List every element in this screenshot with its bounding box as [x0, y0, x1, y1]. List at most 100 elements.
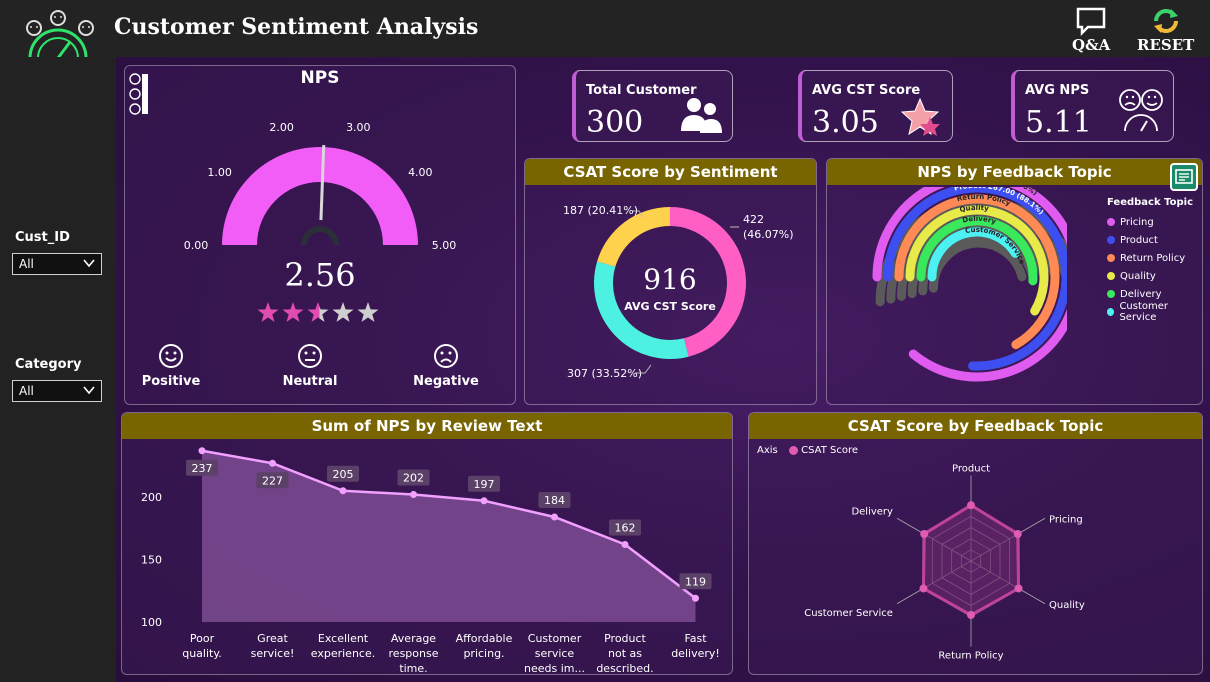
data-label: 205 — [333, 468, 354, 481]
smile-face-icon — [159, 344, 183, 368]
sum-nps-title: Sum of NPS by Review Text — [122, 413, 732, 439]
sum-nps-area-chart: 100 150 200 237 227 205 202 197 184 162 119 Poor qua… — [141, 447, 720, 674]
legend-label: Delivery — [1120, 288, 1162, 300]
data-label-bg — [468, 475, 500, 492]
rating-star — [282, 302, 304, 322]
nps-gauge-panel[interactable]: NPS 0.00 1.00 2.00 3.00 4.00 5.00 2.56 Positi… — [124, 65, 516, 405]
csat-sentiment-title: CSAT Score by Sentiment — [525, 159, 816, 185]
app-title: Customer Sentiment Analysis — [114, 14, 479, 40]
legend-item[interactable]: Delivery — [1107, 285, 1202, 303]
data-point — [269, 459, 276, 467]
category-select[interactable]: All — [12, 380, 102, 402]
filter-sidebar: Cust_ID All Category All — [0, 57, 116, 682]
csat-topic-panel[interactable]: CSAT Score by Feedback Topic Axis CSAT S… — [748, 412, 1203, 675]
legend-item[interactable]: Pricing — [1107, 213, 1202, 231]
radar-legend-series: CSAT Score — [801, 445, 858, 456]
refresh-icon — [1153, 9, 1178, 33]
qa-label: Q&A — [1072, 36, 1111, 54]
data-label: 119 — [685, 575, 706, 588]
radial-bar — [894, 194, 1060, 350]
positive-sentiment: Positive — [141, 342, 201, 389]
y-tick-label: 200 — [141, 491, 162, 504]
x-tick-label: Average response time. — [389, 632, 439, 674]
nps-radial-bar-chart: Pricing 303.00 (100%)Product 267.00 (88.… — [872, 187, 1067, 382]
radar-legend-marker — [788, 445, 798, 455]
radar-axis-label: Pricing — [1049, 514, 1083, 525]
csat-topic-title: CSAT Score by Feedback Topic — [749, 413, 1202, 439]
data-label-bg — [397, 469, 430, 486]
neutral-label: Neutral — [282, 374, 338, 389]
data-point — [621, 541, 629, 548]
kpi-avg-cst-label: AVG CST Score — [812, 83, 921, 98]
nps-gauge-chart: 0.00 1.00 2.00 3.00 4.00 5.00 — [184, 121, 457, 252]
radial-bar — [872, 187, 1067, 382]
donut-label: 422 (46.07%) — [743, 213, 794, 241]
qa-button[interactable]: Q&A — [1072, 6, 1110, 54]
radial-bar — [905, 205, 1049, 316]
data-label-bg — [679, 573, 712, 590]
y-tick-label: 150 — [141, 554, 162, 567]
dashboard-canvas: NPS 0.00 1.00 2.00 3.00 4.00 5.00 2.56 Positi… — [116, 57, 1210, 682]
kpi-total-customer[interactable]: Total Customer 300 — [572, 70, 733, 142]
donut-label: 307 (33.52%) — [567, 367, 642, 380]
data-label-bg — [256, 472, 289, 489]
sad-face-icon — [434, 344, 458, 368]
kpi-avg-cst-score[interactable]: AVG CST Score 3.05 — [798, 70, 953, 142]
legend-item[interactable]: Quality — [1107, 267, 1202, 285]
legend-marker — [1107, 308, 1115, 316]
reset-button[interactable]: RESET — [1137, 6, 1194, 54]
radar-series — [921, 503, 1021, 617]
gauge-tick-label: 2.00 — [269, 121, 294, 134]
radar-axis — [970, 560, 1020, 590]
nps-topic-title: NPS by Feedback Topic — [827, 159, 1202, 185]
focus-mode-button[interactable] — [1170, 163, 1198, 191]
data-point — [480, 497, 488, 505]
kpi-total-customer-value: 300 — [586, 105, 644, 140]
cust-id-select[interactable]: All — [12, 253, 102, 275]
radial-bar-label: Quality — [959, 204, 990, 214]
legend-item[interactable]: Customer Service — [1107, 301, 1202, 323]
radar-leader — [1019, 517, 1046, 534]
radar-legend-axis: Axis — [757, 445, 778, 456]
donut-leader — [633, 210, 644, 218]
nps-gauge-value: 2.56 — [284, 256, 356, 294]
nps-topic-panel[interactable]: NPS by Feedback Topic Pricing 303.00 (10… — [826, 158, 1203, 405]
legend-marker — [1107, 272, 1115, 280]
data-label: 162 — [615, 522, 636, 535]
data-label: 237 — [192, 462, 213, 475]
data-point — [339, 487, 347, 495]
data-label: 184 — [544, 494, 565, 507]
legend-item[interactable]: Return Policy — [1107, 249, 1202, 267]
top-bar: Customer Sentiment Analysis Q&A RESET — [0, 0, 1210, 82]
donut-slice — [670, 207, 746, 357]
gauge-needle — [319, 145, 326, 221]
csat-sentiment-panel[interactable]: CSAT Score by Sentiment 422 (46.07%) 307 (… — [524, 158, 817, 405]
rating-star — [332, 302, 354, 322]
radial-bar — [916, 216, 1038, 286]
kpi-avg-nps-value: 5.11 — [1025, 105, 1092, 140]
radar-axis-label: Product — [952, 464, 990, 475]
radar-point — [1014, 584, 1023, 593]
x-tick-label: Poor quality. — [182, 632, 222, 660]
radial-bar — [927, 227, 1020, 282]
radar-point — [920, 530, 929, 538]
nps-topic-legend: Pricing Product Return Policy Quality Delive… — [1107, 213, 1202, 323]
sum-nps-panel[interactable]: Sum of NPS by Review Text 100 150 200 237 22… — [121, 412, 733, 675]
radial-bar-label: Delivery — [962, 215, 998, 226]
y-tick-label: 100 — [141, 616, 162, 629]
nps-gauge-title: NPS — [300, 68, 340, 88]
csat-donut-chart: 422 (46.07%) 307 (33.52%) 187 (20.41%) — [563, 204, 794, 380]
kpi-avg-nps[interactable]: AVG NPS 5.11 — [1011, 70, 1174, 142]
x-tick-label: Excellent experience. — [311, 632, 375, 660]
csat-radar-chart: Product Pricing Quality Return Policy Custom… — [804, 464, 1085, 662]
gauge-tick-label: 1.00 — [207, 166, 232, 179]
gauge-tick-label: 5.00 — [432, 239, 457, 252]
legend-item[interactable]: Product — [1107, 231, 1202, 249]
donut-label: 187 (20.41%) — [563, 204, 638, 217]
neutral-face-icon — [298, 344, 322, 368]
radar-point — [967, 501, 975, 510]
gauge-hub — [301, 226, 339, 246]
radar-axis-label: Customer Service — [804, 608, 893, 619]
legend-marker — [1107, 218, 1115, 226]
rating-star — [257, 302, 279, 322]
